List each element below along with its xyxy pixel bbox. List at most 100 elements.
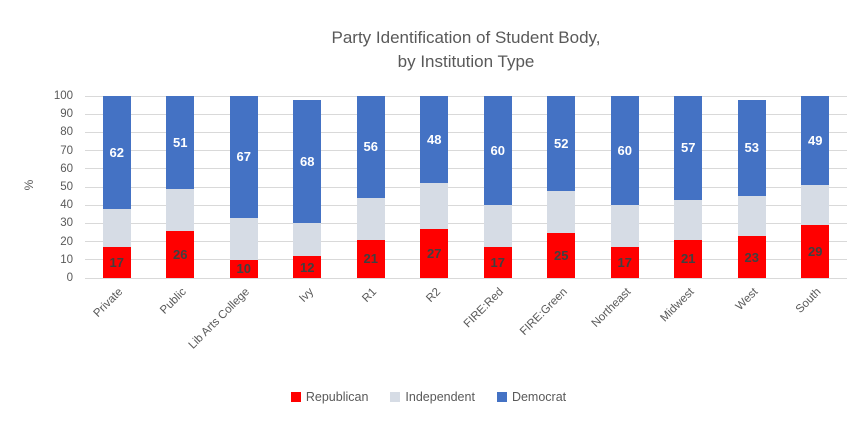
legend: Republican Independent Democrat <box>0 390 857 404</box>
legend-item-democrat: Democrat <box>496 390 567 404</box>
bar-column: 17 62 Private <box>85 96 149 320</box>
bar-value-label: 17 <box>617 255 632 271</box>
gridline <box>85 168 847 170</box>
bar-segment-democrat: 49 <box>801 96 830 186</box>
bar-column: 27 48 R2 <box>403 96 467 305</box>
bar-segment-independent <box>166 188 195 231</box>
gridline <box>85 95 847 97</box>
gridline <box>85 277 847 279</box>
bar-column: 17 60 FIRE:Red <box>462 96 530 330</box>
bar-value-label: 26 <box>173 246 188 262</box>
bar-segment-independent <box>737 196 766 237</box>
legend-swatch-republican <box>290 392 301 402</box>
bar-segment-independent <box>229 217 258 260</box>
bar-value-label: 52 <box>554 135 569 151</box>
x-tick-label: Lib Arts College <box>186 286 253 352</box>
bar-column: 10 67 Lib Arts College <box>187 96 276 351</box>
bar-value-label: 27 <box>427 245 442 261</box>
legend-item-independent: Independent <box>390 390 475 404</box>
bar-value-label: 62 <box>109 144 124 160</box>
chart-title-line1: Party Identification of Student Body, <box>331 28 601 47</box>
bar-segment-independent <box>293 223 322 257</box>
bar-stack: 29 49 <box>801 96 830 278</box>
bar-column: 17 60 Northeast <box>589 96 657 330</box>
bar-value-label: 57 <box>681 140 696 156</box>
x-tick-label: South <box>793 286 824 316</box>
bar-column: 23 53 West <box>720 96 784 313</box>
bar-segment-republican: 17 <box>610 247 639 278</box>
gridline <box>85 150 847 152</box>
bar-segment-republican: 21 <box>674 239 703 278</box>
legend-label: Democrat <box>511 390 567 404</box>
bar-value-label: 56 <box>363 139 378 155</box>
bar-segment-republican: 12 <box>293 256 322 278</box>
x-tick-label: R2 <box>423 286 443 305</box>
bar-value-label: 60 <box>490 143 505 159</box>
bar-segment-republican: 17 <box>102 247 131 278</box>
bar-segment-democrat: 57 <box>674 96 703 200</box>
x-tick-label: FIRE:Red <box>462 286 507 331</box>
legend-item-republican: Republican <box>290 390 369 404</box>
bar-segment-independent <box>483 205 512 248</box>
bar-value-label: 21 <box>681 251 696 267</box>
bar-value-label: 21 <box>363 251 378 267</box>
x-tick-label: Private <box>91 286 126 320</box>
x-tick-label: FIRE:Green <box>517 286 570 338</box>
gridline <box>85 222 847 224</box>
x-tick-label: Midwest <box>658 286 697 325</box>
bar-column: 26 51 Public <box>149 96 213 317</box>
gridline <box>85 131 847 133</box>
bar-stack: 21 56 <box>356 96 385 278</box>
x-tick-label: Ivy <box>296 286 316 305</box>
bar-segment-democrat: 60 <box>483 96 512 206</box>
y-tick-label: 70 <box>60 144 73 157</box>
bar-segment-democrat: 60 <box>610 96 639 206</box>
bar-segment-republican: 26 <box>166 230 195 278</box>
x-tick-label: Public <box>158 286 189 317</box>
bar-value-label: 25 <box>554 247 569 263</box>
bar-segment-democrat: 68 <box>293 99 322 224</box>
bar-segment-democrat: 56 <box>356 96 385 198</box>
y-tick-label: 60 <box>60 162 73 175</box>
bar-stack: 10 67 <box>229 96 258 278</box>
bar-segment-republican: 27 <box>420 228 449 278</box>
bar-stack: 12 68 <box>293 96 322 278</box>
bar-stack: 23 53 <box>737 96 766 278</box>
y-tick-label: 10 <box>60 253 73 266</box>
y-tick-label: 0 <box>66 272 73 284</box>
chart-title-line2: by Institution Type <box>397 52 535 71</box>
bar-value-label: 48 <box>427 132 442 148</box>
y-tick-label: 30 <box>60 217 73 230</box>
bar-value-label: 17 <box>109 255 124 271</box>
bar-stack: 17 62 <box>102 96 131 278</box>
y-tick-label: 20 <box>60 235 73 248</box>
bar-value-label: 60 <box>617 143 632 159</box>
bar-segment-republican: 23 <box>737 236 766 278</box>
bar-segment-independent <box>801 185 830 226</box>
bar-segment-democrat: 51 <box>166 96 195 189</box>
bar-value-label: 68 <box>300 154 315 170</box>
bar-column: 21 57 Midwest <box>657 96 721 324</box>
bar-segment-independent <box>610 205 639 248</box>
y-tick-label: 50 <box>60 181 73 193</box>
bars-row: 17 62 Private 26 51 Public 10 67 Lib Arts Colleg… <box>85 96 847 351</box>
bar-segment-republican: 21 <box>356 239 385 278</box>
bar-segment-independent <box>420 183 449 229</box>
legend-label: Republican <box>305 390 369 404</box>
bar-stack: 17 60 <box>483 96 512 278</box>
bar-stack: 21 57 <box>674 96 703 278</box>
bar-stack: 17 60 <box>610 96 639 278</box>
chart-title: Party Identification of Student Body, by… <box>75 26 857 74</box>
bar-segment-democrat: 67 <box>229 96 258 218</box>
bar-segment-independent <box>674 199 703 240</box>
bar-column: 21 56 R1 <box>339 96 403 305</box>
bar-value-label: 17 <box>490 255 505 271</box>
bar-segment-independent <box>356 197 385 240</box>
bar-column: 25 52 FIRE:Green <box>518 96 594 338</box>
bar-segment-democrat: 52 <box>547 96 576 191</box>
gridline <box>85 204 847 206</box>
bar-segment-republican: 10 <box>229 259 258 278</box>
bar-segment-democrat: 53 <box>737 99 766 197</box>
bar-segment-independent <box>547 190 576 233</box>
